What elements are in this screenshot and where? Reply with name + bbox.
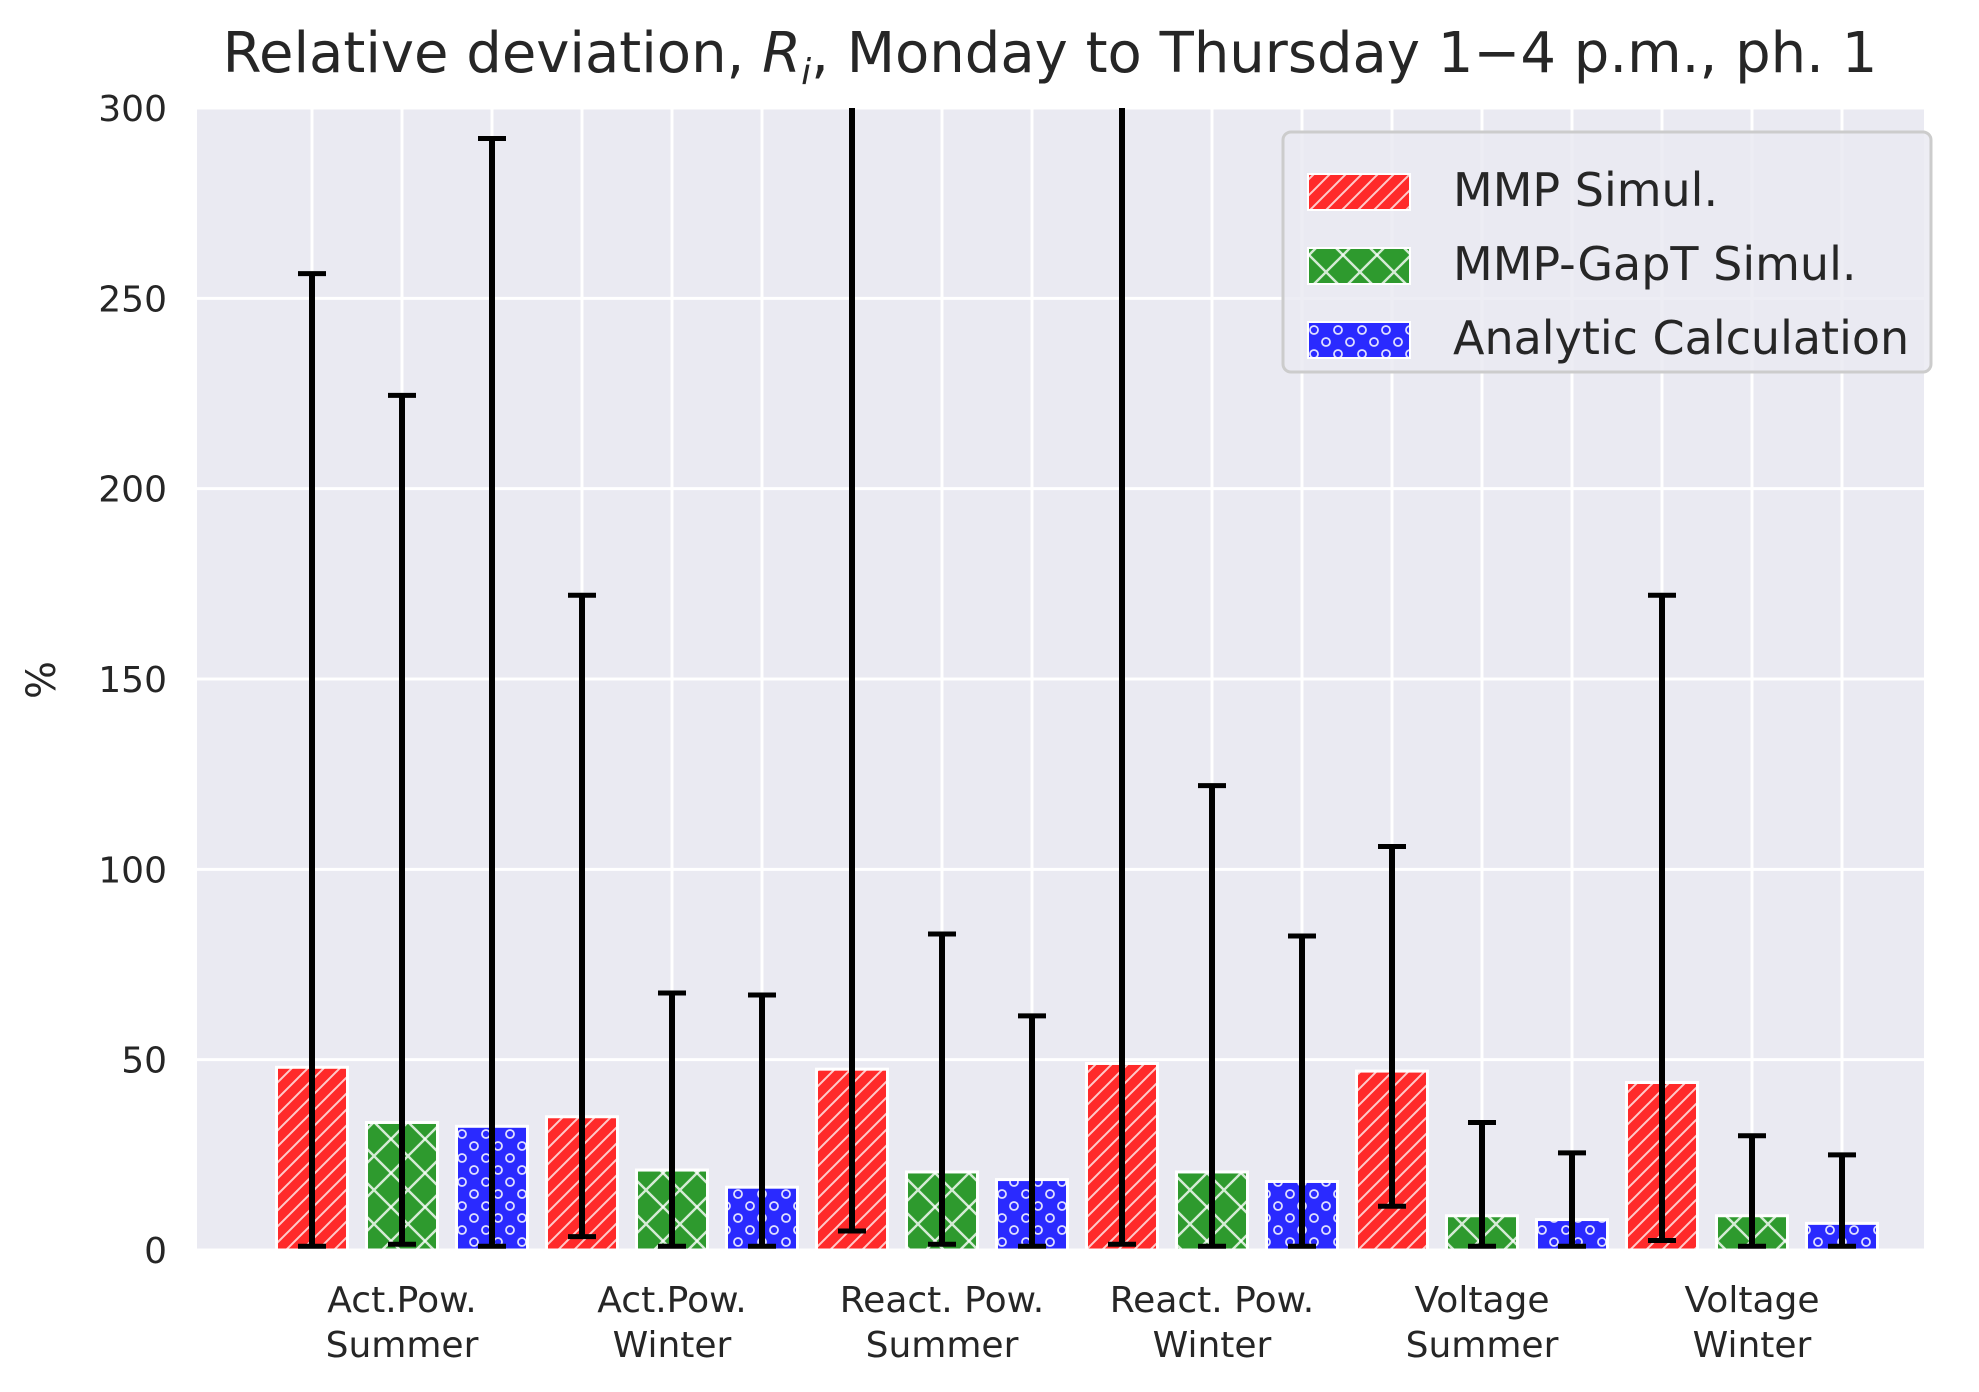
x-tick-label: Voltage Winter <box>1684 1280 1819 1366</box>
y-tick-label: 100 <box>98 850 167 891</box>
y-axis-label: % <box>19 661 65 699</box>
y-tick-label: 200 <box>98 470 167 511</box>
error-bar-analytic-calculation-0 <box>478 135 506 1249</box>
legend <box>1281 130 1933 374</box>
y-tick-label: 0 <box>144 1231 167 1272</box>
error-bar-mmp-simul--1 <box>568 592 596 1240</box>
chart-title-symbol: R <box>762 21 801 86</box>
error-bar-mmp-simul--0 <box>298 271 326 1249</box>
error-bar-analytic-calculation-5 <box>1828 1152 1856 1249</box>
chart-title-prefix: Relative deviation, <box>223 21 763 86</box>
error-bar-mmp-gapt-simul--0 <box>388 392 416 1247</box>
error-bar-mmp-gapt-simul--2 <box>928 931 956 1247</box>
y-tick-label: 300 <box>98 89 167 130</box>
error-bar-mmp-simul--5 <box>1648 592 1676 1243</box>
y-tick-label: 50 <box>121 1041 167 1082</box>
legend-swatch-0 <box>1307 173 1411 211</box>
y-tick-label: 150 <box>98 660 167 701</box>
error-bar-analytic-calculation-2 <box>1018 1013 1046 1249</box>
chart-title: Relative deviation, Ri, Monday to Thursd… <box>223 21 1878 93</box>
legend-swatch-1 <box>1307 247 1411 285</box>
error-bar-mmp-simul--4 <box>1378 843 1406 1209</box>
error-bar-mmp-gapt-simul--1 <box>658 990 686 1249</box>
legend-label-2: Analytic Calculation <box>1453 311 1909 365</box>
chart-title-suffix: , Monday to Thursday 1−4 p.m., ph. 1 <box>811 21 1877 86</box>
legend-label-0: MMP Simul. <box>1453 163 1718 217</box>
x-tick-label: React. Pow. Winter <box>1110 1280 1314 1366</box>
y-tick-label: 250 <box>98 279 167 320</box>
error-bar-mmp-gapt-simul--5 <box>1738 1133 1766 1249</box>
legend-label-1: MMP-GapT Simul. <box>1453 237 1857 291</box>
legend-swatch-2 <box>1307 321 1411 359</box>
x-tick-label: Act.Pow. Summer <box>326 1280 479 1366</box>
chart-title-subscript: i <box>801 52 811 93</box>
error-bar-analytic-calculation-1 <box>748 992 776 1249</box>
x-tick-label: React. Pow. Summer <box>840 1280 1044 1366</box>
x-tick-label: Voltage Summer <box>1406 1280 1559 1366</box>
error-bar-analytic-calculation-4 <box>1558 1150 1586 1249</box>
x-tick-label: Act.Pow. Winter <box>597 1280 746 1366</box>
error-bar-analytic-calculation-3 <box>1288 933 1316 1249</box>
error-bar-mmp-simul--3 <box>1108 108 1136 1247</box>
error-bar-mmp-simul--2 <box>838 108 866 1234</box>
error-bar-mmp-gapt-simul--4 <box>1468 1119 1496 1249</box>
error-bar-mmp-gapt-simul--3 <box>1198 783 1226 1249</box>
